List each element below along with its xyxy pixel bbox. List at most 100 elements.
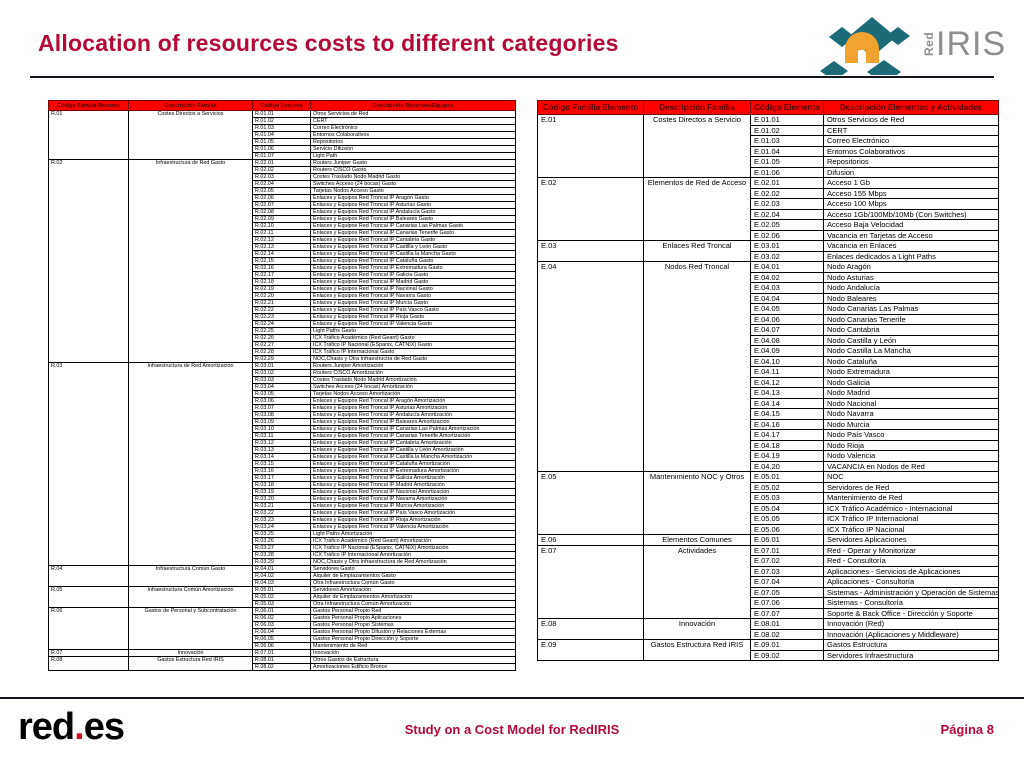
item-code-cell: E.04.06 — [750, 313, 824, 325]
item-description-cell: Otra Infraestructura Común Gasto — [310, 579, 516, 587]
item-description-cell: Light Paths Gasto — [310, 327, 516, 335]
item-code-cell: E.07.07 — [750, 607, 824, 619]
item-code-cell: R.03.14 — [252, 453, 311, 461]
item-description-cell: Nodo Baleares — [823, 292, 999, 304]
item-description-cell: ICX Tráfico IP Internacional Amortizació… — [310, 551, 516, 559]
item-description-cell: Tarjetas Nodos Acceso Amortización — [310, 390, 516, 398]
item-description-cell: Vacancia en Tarjetas de Acceso — [823, 229, 999, 241]
item-code-cell: R.03.26 — [252, 537, 311, 545]
rediris-logo-text: Red IRIS — [922, 27, 1006, 61]
item-description-cell: Enlaces y Equipos Red Troncal IP Canaria… — [310, 229, 516, 237]
item-description-cell: Red - Consultoría — [823, 555, 999, 567]
page-number: Página 8 — [940, 722, 994, 737]
item-description-cell: Correo Electrónico — [823, 135, 999, 147]
item-description-cell: Servidores Gasto — [310, 565, 516, 573]
family-code-cell: E.09 — [537, 639, 644, 661]
table-row: E.02 Elementos de Red de Acceso E.02.01 Acc… — [537, 177, 999, 241]
table-row: R.08.02 Amortizaciones Edificio Bronce — [49, 663, 516, 671]
item-code-cell: E.04.17 — [750, 429, 824, 441]
item-code-cell: R.08.02 — [252, 663, 311, 671]
item-description-cell: Soporte & Back Office - Dirección y Sopo… — [823, 607, 999, 619]
item-description-cell: Nodo Cataluña — [823, 355, 999, 367]
item-description-cell: Difusion — [823, 166, 999, 178]
column-header: Código Elemento — [750, 100, 824, 115]
item-code-cell: R.03.23 — [252, 516, 311, 524]
item-code-cell: E.04.15 — [750, 408, 824, 420]
item-code-cell: E.04.20 — [750, 460, 824, 472]
item-description-cell: Repositorios — [310, 138, 516, 146]
item-description-cell: Aplicaciones - Consultoría — [823, 576, 999, 588]
item-description-cell: Routers CISCO Amortización — [310, 369, 516, 377]
item-description-cell: Enlaces y Equipos Red Troncal IP Cataluñ… — [310, 460, 516, 468]
item-code-cell: E.09.02 — [750, 649, 824, 661]
item-code-cell: R.03.10 — [252, 425, 311, 433]
family-code-cell: R.06 — [48, 607, 129, 650]
item-description-cell: Gastos Personal Propio Aplicaciones — [310, 614, 516, 622]
family-code-cell: E.02 — [537, 177, 644, 241]
item-code-cell: R.05.01 — [252, 586, 311, 594]
family-description-cell: Costes Directos a Servicio — [643, 114, 751, 178]
item-code-cell: R.03.15 — [252, 460, 311, 468]
item-code-cell: R.01.01 — [252, 110, 311, 118]
table-row: R.03 Infraestructura de Red Amortización R… — [48, 362, 516, 566]
item-description-cell: NOC,Chasis y Otra Infraestructura de Red… — [310, 558, 516, 566]
item-code-cell: E.08.01 — [750, 618, 824, 630]
footer-divider — [0, 697, 1024, 699]
table-row: R.02 Infraestructura de Red Gasto R.02.01 R… — [48, 159, 516, 363]
item-code-cell: E.01.05 — [750, 156, 824, 168]
item-code-cell: E.01.04 — [750, 145, 824, 157]
redes-logo: red.es — [18, 706, 125, 749]
item-code-cell: E.02.01 — [750, 177, 824, 189]
item-description-cell: Enlaces y Equipos Red Troncal IP Aragón … — [310, 194, 516, 202]
item-code-cell: R.06.01 — [252, 607, 311, 615]
family-code-cell: E.05 — [537, 471, 644, 535]
table-row: E.03 Enlaces Red Troncal E.03.01 Vacancia e… — [537, 240, 999, 262]
item-description-cell: Enlaces y Equipos Red Troncal IP Aragón … — [310, 397, 516, 405]
item-code-cell: R.02.13 — [252, 243, 311, 251]
family-code-cell: E.01 — [537, 114, 644, 178]
item-code-cell: R.03.01 — [252, 362, 311, 370]
item-code-cell: R.08.01 — [252, 656, 311, 664]
item-description-cell: Innovación (Red) — [823, 618, 999, 630]
item-description-cell: Nodo Navarra — [823, 408, 999, 420]
item-description-cell: Enlaces y Equipos Red Troncal IP Canaria… — [310, 222, 516, 230]
item-description-cell: Enlaces y Equipos Red Troncal IP Cantabr… — [310, 439, 516, 447]
item-description-cell: Acceso 155 Mbps — [823, 187, 999, 199]
column-header: Código Recurso — [252, 100, 311, 111]
item-code-cell: R.03.08 — [252, 411, 311, 419]
item-description-cell: ICX Tráfico Académico (Red Geant) Gasto — [310, 334, 516, 342]
item-code-cell: E.05.02 — [750, 481, 824, 493]
item-code-cell: E.04.02 — [750, 271, 824, 283]
item-code-cell: R.04.02 — [252, 572, 311, 580]
family-code-cell: R.03 — [48, 362, 129, 566]
item-code-cell: R.03.06 — [252, 397, 311, 405]
item-description-cell: Nodo Valencia — [823, 450, 999, 462]
item-description-cell: Mantenimiento de Red — [310, 642, 516, 650]
table-row: E.02.04 Acceso 1Gb/100Mb/10Mb (Con Switch… — [538, 208, 999, 220]
family-description-cell: Actividades — [643, 544, 751, 619]
family-description-cell: Innovación — [643, 618, 751, 640]
table-row: R.05 Infraestructura Común Amortización R.… — [48, 586, 516, 608]
item-code-cell: E.04.12 — [750, 376, 824, 388]
item-code-cell: R.03.12 — [252, 439, 311, 447]
table-row: E.08 Innovación E.08.01 Innovación (Red) — [537, 618, 999, 640]
item-description-cell: Nodo Madrid — [823, 387, 999, 399]
family-code-cell: R.08 — [48, 656, 129, 671]
item-code-cell: E.07.04 — [750, 576, 824, 588]
family-description-cell: Infraestructura Común Amortización — [128, 586, 253, 608]
item-description-cell: ICX Tráfico Académico - Internacional — [823, 502, 999, 514]
item-description-cell: Gastos Personal Propio Red — [310, 607, 516, 615]
item-description-cell: Servidores de Red — [823, 481, 999, 493]
table-row: E.09 Gastos Estructura Red IRIS E.09.01 Gas… — [537, 639, 999, 661]
item-code-cell: R.02.07 — [252, 201, 311, 209]
table-row: E.01.03 Correo Electrónico — [538, 135, 999, 147]
item-code-cell: E.04.11 — [750, 366, 824, 378]
item-description-cell: Acceso 1Gb/100Mb/10Mb (Con Switches) — [823, 208, 999, 220]
table-row: E.01.04 Entornos Colaborativos — [538, 145, 999, 157]
table-row: E.01.06 Difusion — [538, 166, 999, 178]
table-header-row: Código Familia Elemento Descripción Famil… — [537, 100, 999, 115]
family-description-cell: Gastos Estructura Red IRIS — [643, 639, 751, 661]
item-code-cell: R.02.28 — [252, 348, 311, 356]
item-code-cell: R.02.25 — [252, 327, 311, 335]
table-row: E.01.02 CERT — [538, 124, 999, 136]
